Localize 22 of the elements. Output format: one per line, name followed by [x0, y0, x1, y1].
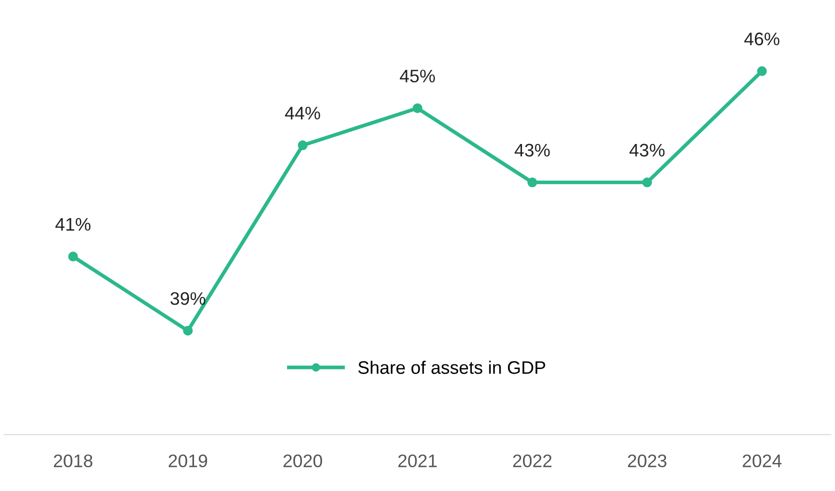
point — [412, 103, 422, 114]
x-tick-label: 2018 — [54, 454, 92, 468]
point — [757, 66, 767, 76]
legend-label: Share of assets in GDP — [358, 360, 546, 374]
data-label: 44% — [285, 106, 320, 120]
data-label: 39% — [170, 292, 206, 305]
point — [298, 140, 308, 150]
x-tick-label: 2022 — [513, 454, 552, 468]
point — [527, 178, 538, 188]
x-tick-label: 2024 — [742, 454, 782, 468]
data-label: 43% — [629, 144, 665, 157]
x-tick-label: 2021 — [398, 454, 437, 468]
data-label: 46% — [744, 32, 780, 46]
point — [183, 326, 193, 336]
data-label: 41% — [55, 218, 90, 231]
data-label: 43% — [514, 144, 550, 157]
point — [642, 178, 652, 188]
x-tick-label: 2023 — [628, 454, 666, 468]
x-tick-label: 2019 — [168, 454, 208, 468]
point — [68, 252, 78, 262]
data-label: 45% — [400, 70, 435, 82]
x-tick-label: 2020 — [284, 454, 322, 468]
